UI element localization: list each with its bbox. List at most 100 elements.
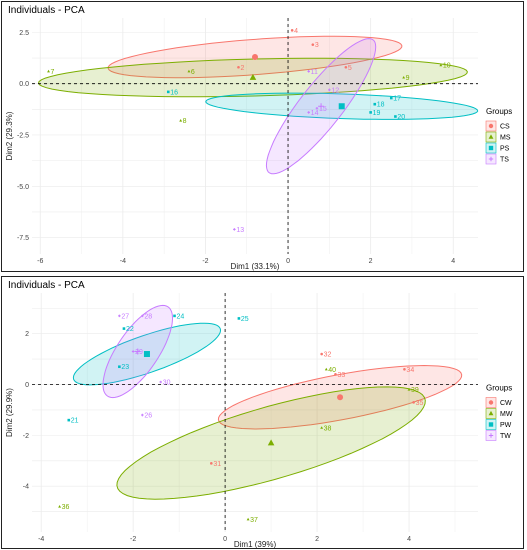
x-tick-label: -2 bbox=[202, 258, 208, 265]
data-point bbox=[187, 69, 191, 73]
point-label: 32 bbox=[324, 352, 332, 359]
data-point bbox=[320, 352, 323, 356]
data-point bbox=[439, 63, 443, 67]
legend-marker bbox=[488, 410, 494, 416]
point-label: 38 bbox=[324, 425, 332, 432]
point-label: 19 bbox=[373, 110, 381, 117]
data-point bbox=[412, 401, 415, 404]
point-label: 2 bbox=[240, 65, 244, 72]
centroid-marker bbox=[267, 439, 275, 446]
centroid-marker bbox=[338, 103, 345, 110]
data-point bbox=[320, 426, 324, 429]
legend-marker bbox=[488, 156, 494, 162]
point-label: 36 bbox=[62, 504, 70, 511]
data-point bbox=[403, 367, 406, 371]
y-tick-label: -5.0 bbox=[17, 184, 29, 191]
data-point bbox=[118, 365, 121, 369]
point-label: 23 bbox=[121, 364, 129, 371]
point-label: 17 bbox=[393, 96, 401, 103]
data-point bbox=[389, 96, 393, 100]
data-point bbox=[334, 373, 337, 376]
data-point bbox=[402, 75, 406, 79]
y-tick-label: 2 bbox=[25, 331, 29, 338]
point-label: 28 bbox=[144, 313, 152, 320]
pca-chart-bottom: Individuals - PCA31323334353637383940212… bbox=[5, 280, 513, 548]
data-point bbox=[237, 317, 241, 320]
point-label: 3 bbox=[315, 42, 319, 49]
data-point bbox=[166, 90, 170, 94]
point-label: 24 bbox=[177, 313, 185, 320]
point-label: 20 bbox=[397, 114, 405, 121]
centroid-marker bbox=[318, 103, 325, 110]
data-point bbox=[246, 517, 250, 521]
data-point bbox=[237, 65, 240, 69]
data-point bbox=[373, 102, 377, 106]
plot-background bbox=[32, 293, 478, 532]
point-label: 29 bbox=[135, 349, 143, 356]
point-label: 37 bbox=[250, 517, 258, 524]
data-point bbox=[307, 70, 310, 73]
legend-marker bbox=[488, 422, 494, 427]
x-tick-label: 2 bbox=[315, 536, 319, 543]
centroid-marker bbox=[252, 53, 258, 60]
data-point bbox=[394, 115, 397, 118]
chart-title: Individuals - PCA bbox=[8, 280, 85, 291]
legend-item-ps: PS bbox=[500, 146, 510, 153]
y-tick-label: 2.5 bbox=[19, 30, 29, 37]
point-label: 34 bbox=[406, 367, 414, 374]
y-tick-label: 0.0 bbox=[19, 81, 29, 88]
data-point bbox=[210, 462, 213, 465]
pca-panel-bottom: Individuals - PCA 31 32 33 34 35 36 37 38 39 40 21 2… bbox=[1, 276, 524, 549]
data-point bbox=[369, 111, 372, 114]
data-point bbox=[315, 106, 319, 110]
data-point bbox=[173, 314, 176, 318]
data-point bbox=[58, 505, 62, 508]
point-label: 35 bbox=[416, 400, 424, 407]
point-label: 9 bbox=[406, 75, 410, 82]
data-point bbox=[307, 111, 310, 114]
centroid-marker bbox=[249, 73, 257, 80]
data-point bbox=[159, 380, 163, 384]
y-axis-label: Dim2 (29.9%) bbox=[5, 388, 14, 437]
legend-item-pw: PW bbox=[500, 422, 512, 429]
legend-item-mw: MW bbox=[500, 411, 513, 418]
point-label: 5 bbox=[348, 65, 352, 72]
centroid-marker bbox=[337, 394, 344, 401]
point-label: 16 bbox=[170, 89, 178, 96]
legend-marker bbox=[488, 400, 494, 405]
data-point bbox=[47, 69, 50, 73]
pca-panel-top: Individuals - PCA 2 3 4 5 6 7 8 9 10 16 17 18 19 20 11 1… bbox=[1, 1, 524, 272]
x-axis-label: Dim1 (39%) bbox=[234, 540, 277, 548]
legend-title: Groups bbox=[486, 107, 512, 116]
point-label: 10 bbox=[443, 63, 451, 70]
x-tick-label: -4 bbox=[38, 536, 44, 543]
data-point bbox=[311, 43, 315, 46]
point-label: 27 bbox=[121, 313, 129, 320]
legend-item-cs: CS bbox=[500, 124, 510, 131]
point-label: 40 bbox=[328, 367, 336, 374]
legend-title: Groups bbox=[486, 384, 512, 393]
x-tick-label: 0 bbox=[286, 258, 290, 265]
y-tick-label: 0 bbox=[25, 382, 29, 389]
data-point bbox=[122, 327, 126, 330]
point-label: 8 bbox=[183, 118, 187, 125]
point-label: 31 bbox=[213, 461, 221, 468]
legend-marker bbox=[488, 134, 494, 139]
point-label: 11 bbox=[311, 69, 318, 76]
x-tick-label: -6 bbox=[37, 258, 43, 265]
data-point bbox=[131, 350, 135, 353]
data-point bbox=[290, 29, 294, 32]
point-label: 4 bbox=[294, 28, 298, 35]
point-label: 15 bbox=[319, 106, 327, 113]
x-tick-label: -4 bbox=[120, 258, 126, 265]
data-point bbox=[324, 367, 328, 371]
data-point bbox=[141, 413, 144, 417]
point-label: 22 bbox=[126, 326, 134, 333]
chart-title: Individuals - PCA bbox=[8, 5, 85, 16]
legend-marker bbox=[488, 123, 494, 129]
point-label: 21 bbox=[71, 418, 79, 425]
point-label: 25 bbox=[241, 316, 249, 323]
point-label: 14 bbox=[311, 110, 319, 117]
data-point bbox=[141, 314, 144, 318]
point-label: 26 bbox=[144, 413, 152, 420]
